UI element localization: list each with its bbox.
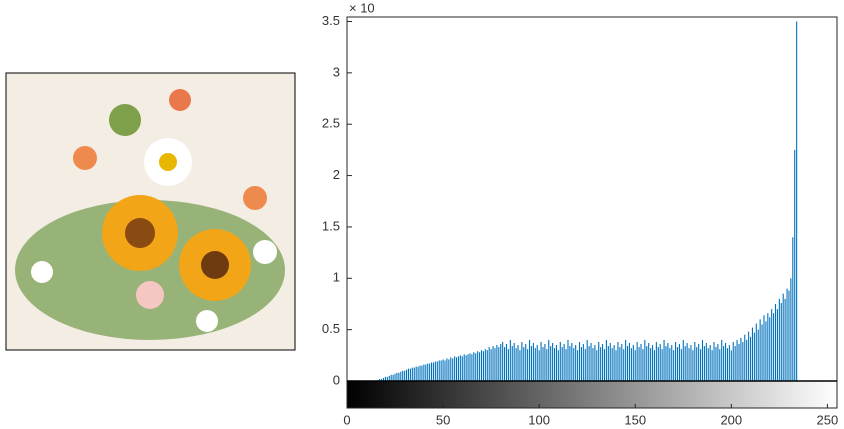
x-tick-label: 200 (720, 412, 742, 427)
exponent-label: × 10 (349, 0, 375, 15)
x-tick-label: 0 (343, 412, 350, 427)
x-tick-label: 100 (528, 412, 550, 427)
y-tick-label: 1.5 (322, 218, 340, 233)
y-tick-label: 3 (333, 64, 340, 79)
gray-colorbar (347, 381, 837, 408)
image (6, 73, 295, 350)
y-tick-label: 0 (333, 372, 340, 387)
figure: × 10 0 0.5 1 1.5 2 2.5 3 3.5 0 50 100 150 200 250 (0, 0, 844, 429)
x-tick-label: 150 (624, 412, 646, 427)
y-tick-label: 2 (333, 167, 340, 182)
x-tick-label: 250 (817, 412, 839, 427)
y-tick-label: 0.5 (322, 321, 340, 336)
page: {"chart_data": {"type": "histogram", "ex… (0, 0, 844, 429)
y-tick-label: 2.5 (322, 116, 340, 131)
x-tick-label: 50 (436, 412, 450, 427)
y-tick-label: 3.5 (322, 13, 340, 28)
y-tick-label: 1 (333, 270, 340, 285)
